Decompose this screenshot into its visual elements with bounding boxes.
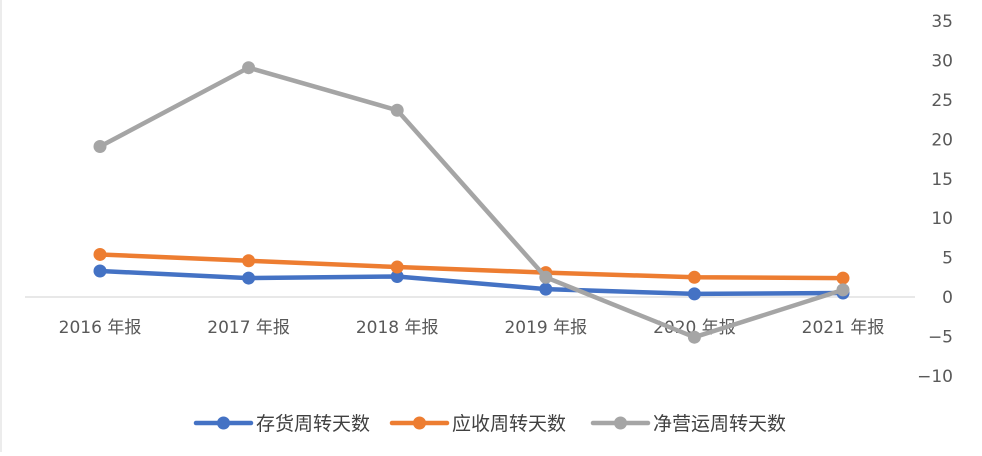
legend-swatch-marker: [413, 416, 426, 430]
x-tick-label: 2020 年报: [653, 318, 736, 338]
data-point: [687, 330, 701, 344]
legend-label: 应收周转天数: [452, 413, 566, 435]
y-tick-label: 20: [931, 130, 953, 150]
data-point: [539, 282, 553, 296]
legend-swatch-marker: [217, 416, 230, 430]
data-point: [242, 254, 256, 268]
y-tick-label: 30: [931, 52, 953, 72]
x-tick-label: 2021 年报: [802, 318, 885, 338]
x-tick-label: 2019 年报: [504, 318, 587, 338]
data-point: [687, 270, 701, 284]
data-point: [93, 264, 107, 278]
series-lines: [93, 61, 850, 344]
x-tick-label: 2018 年报: [356, 318, 439, 338]
data-point: [93, 139, 107, 153]
series-line-0: [97, 268, 846, 297]
data-point: [836, 283, 850, 297]
y-tick-label: 15: [931, 170, 953, 190]
x-tick-label: 2017 年报: [207, 318, 290, 338]
y-axis-ticks: 35 30 25 20 15 10 5 0 −5 −10: [917, 12, 953, 387]
data-point: [390, 270, 404, 284]
y-tick-label: 5: [942, 249, 953, 269]
data-point: [93, 247, 107, 261]
data-point: [836, 271, 850, 285]
legend-label: 净营运周转天数: [653, 413, 786, 435]
data-point: [539, 270, 553, 284]
series-line-1: [97, 252, 846, 281]
x-axis-ticks: 2016 年报 2017 年报 2018 年报 2019 年报 2020 年报 2021 …: [59, 318, 885, 338]
data-point: [390, 260, 404, 274]
y-tick-label: 0: [942, 288, 953, 308]
y-tick-label: 35: [931, 12, 953, 32]
series-line-2: [97, 65, 846, 340]
data-point: [242, 61, 256, 75]
y-tick-label: 10: [931, 209, 953, 229]
legend-swatch-marker: [614, 416, 627, 430]
data-point: [242, 271, 256, 285]
legend: 存货周转天数 应收周转天数 净营运周转天数: [193, 413, 786, 435]
y-tick-label: −5: [928, 327, 953, 347]
x-tick-label: 2016 年报: [59, 318, 142, 338]
y-tick-label: −10: [917, 367, 953, 387]
legend-label: 存货周转天数: [256, 413, 370, 435]
data-point: [687, 287, 701, 301]
data-point: [390, 103, 404, 117]
y-tick-label: 25: [931, 91, 953, 111]
